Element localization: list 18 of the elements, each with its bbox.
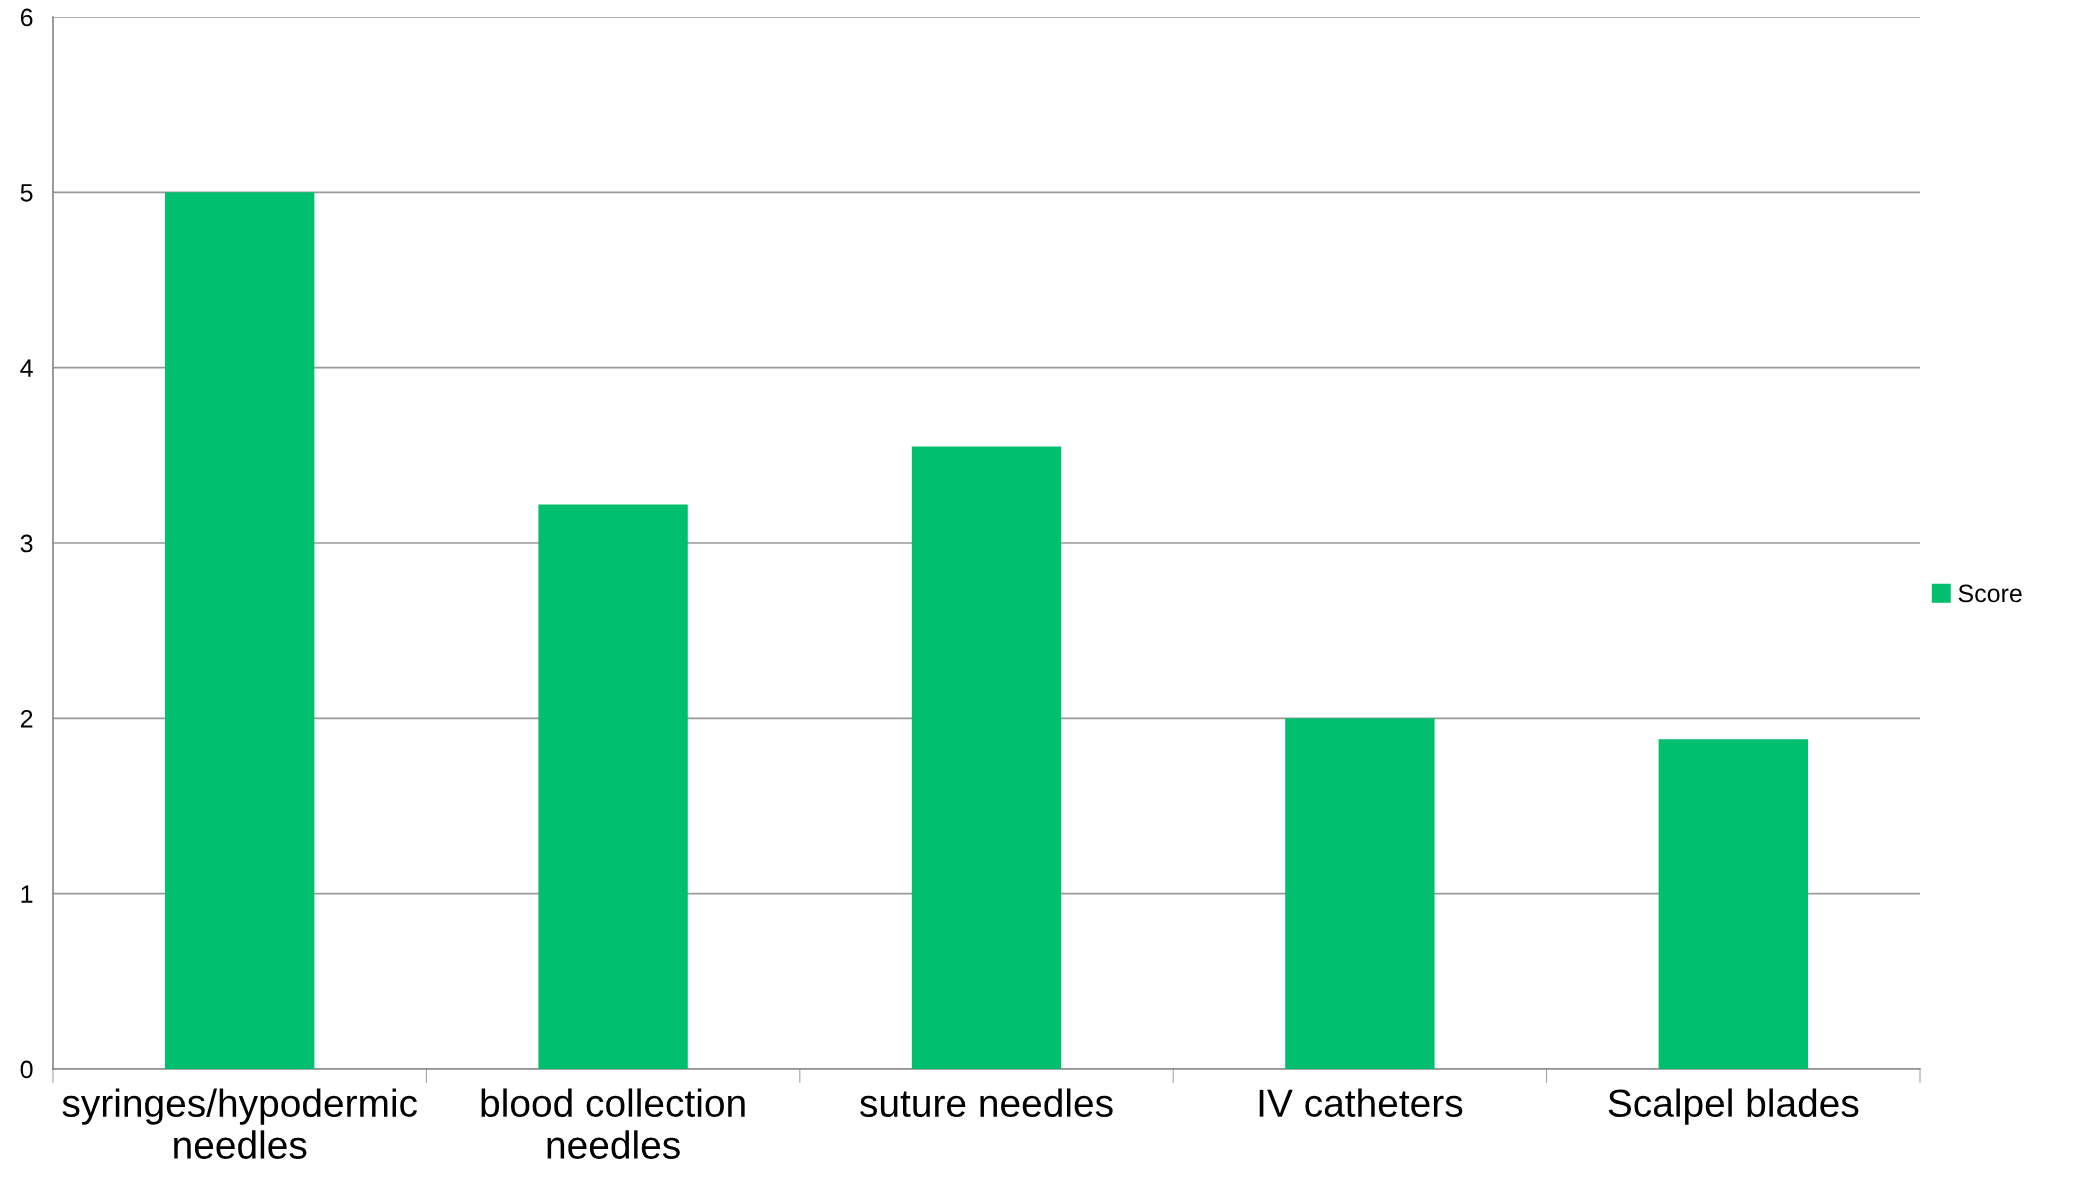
x-tick-label: Scalpel blades: [1608, 1088, 1859, 1125]
x-tick-label: suture needles: [860, 1088, 1113, 1118]
y-tick-label: 4: [20, 359, 33, 377]
bar: [1658, 739, 1808, 1069]
legend-label: Score: [1958, 584, 2022, 603]
y-tick-label: 0: [20, 1060, 33, 1079]
y-tick-label: 6: [20, 8, 33, 27]
y-tick-label: 3: [20, 534, 33, 553]
bar: [165, 192, 315, 1069]
x-tick-label: IV catheters: [1259, 1088, 1463, 1118]
y-tick-label: 5: [20, 184, 33, 202]
bar: [538, 504, 688, 1069]
bar: [911, 446, 1062, 1069]
bar: [1285, 718, 1435, 1069]
y-tick-label: 1: [21, 885, 33, 903]
x-tick-label: syringes/hypodermic needles: [62, 1088, 417, 1159]
x-tick-label: blood collection needles: [481, 1088, 745, 1159]
y-tick-label: 2: [20, 709, 33, 728]
